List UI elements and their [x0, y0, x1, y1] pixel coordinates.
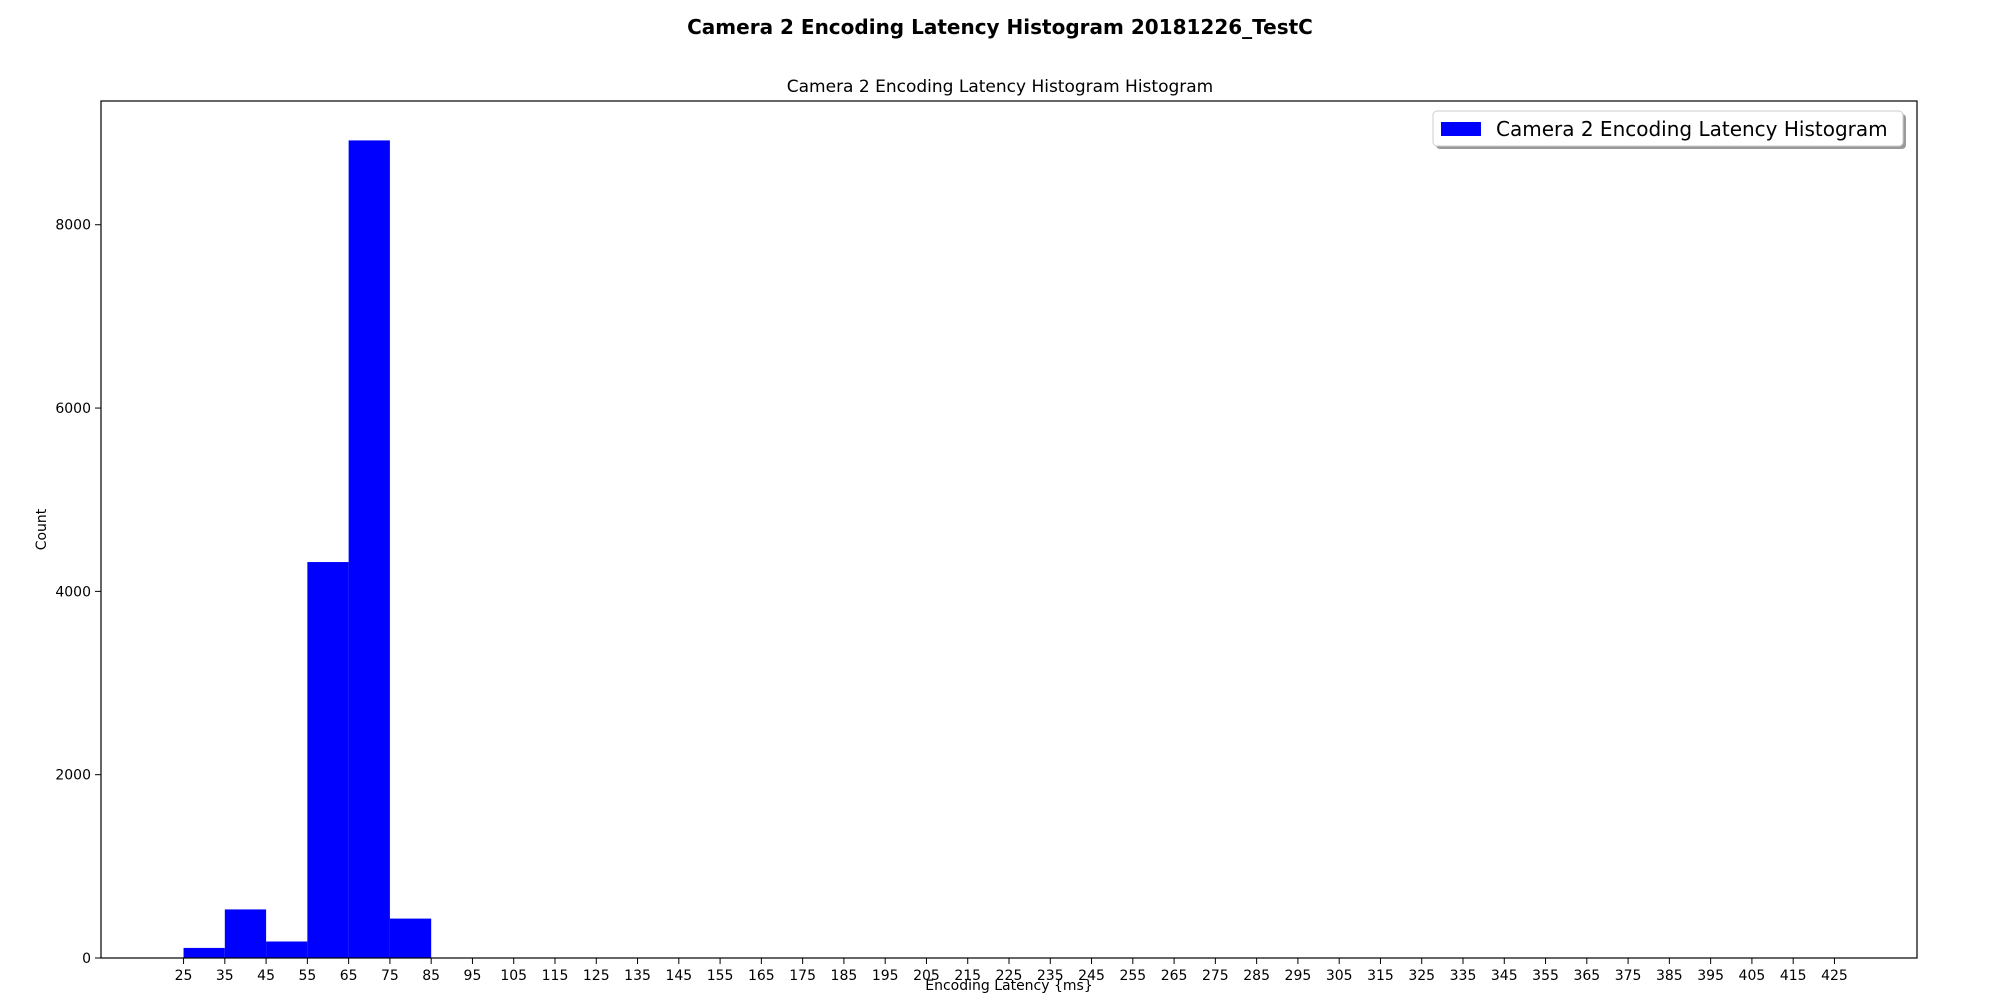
- x-tick-label: 205: [913, 968, 940, 984]
- histogram-bar: [348, 140, 390, 958]
- x-tick-label: 395: [1697, 968, 1724, 984]
- x-tick-label: 275: [1202, 968, 1229, 984]
- x-tick-label: 225: [996, 968, 1023, 984]
- x-tick-label: 55: [298, 968, 316, 984]
- histogram-bar: [224, 909, 267, 958]
- x-tick-label: 285: [1243, 968, 1270, 984]
- x-axis: 25 35 45 55 65 75 85 95 105 115 125 135 145 155 165 175…: [175, 958, 1848, 984]
- legend-swatch: [1441, 122, 1481, 136]
- x-tick-label: 335: [1450, 968, 1477, 984]
- y-tick-label: 2000: [55, 768, 91, 784]
- axes-title: Camera 2 Encoding Latency Histogram Hist…: [787, 77, 1213, 97]
- y-axis-label: Count: [34, 508, 50, 550]
- x-tick-label: 95: [464, 968, 482, 984]
- x-tick-label: 45: [257, 968, 275, 984]
- x-tick-label: 345: [1491, 968, 1518, 984]
- bars-group: [183, 140, 432, 958]
- x-tick-label: 425: [1821, 968, 1848, 984]
- x-tick-label: 325: [1408, 968, 1435, 984]
- y-axis: 0 2000 4000 6000 8000: [55, 218, 101, 967]
- x-tick-label: 195: [872, 968, 899, 984]
- y-tick-label: 0: [82, 951, 91, 967]
- y-tick-label: 6000: [55, 401, 91, 417]
- legend-label: Camera 2 Encoding Latency Histogram: [1496, 117, 1888, 141]
- legend-box: [1432, 110, 1904, 147]
- histogram-bar: [389, 918, 432, 958]
- x-tick-label: 165: [748, 968, 775, 984]
- x-tick-label: 145: [665, 968, 692, 984]
- x-tick-label: 365: [1573, 968, 1600, 984]
- x-tick-label: 105: [500, 968, 527, 984]
- x-tick-label: 155: [707, 968, 734, 984]
- x-tick-label: 75: [381, 968, 399, 984]
- x-tick-label: 305: [1326, 968, 1353, 984]
- x-tick-label: 85: [422, 968, 440, 984]
- x-tick-label: 315: [1367, 968, 1394, 984]
- histogram-bar: [307, 562, 349, 958]
- histogram-bar: [183, 947, 225, 958]
- x-tick-label: 125: [583, 968, 610, 984]
- x-tick-label: 405: [1739, 968, 1766, 984]
- x-tick-label: 65: [340, 968, 358, 984]
- y-tick-label: 8000: [55, 218, 91, 234]
- x-tick-label: 385: [1656, 968, 1683, 984]
- x-tick-label: 175: [789, 968, 816, 984]
- x-tick-label: 25: [175, 968, 193, 984]
- histogram-bar: [266, 941, 308, 958]
- x-tick-label: 115: [542, 968, 569, 984]
- x-tick-label: 185: [831, 968, 858, 984]
- x-tick-label: 35: [216, 968, 234, 984]
- figure-title: Camera 2 Encoding Latency Histogram 2018…: [687, 15, 1313, 39]
- x-tick-label: 215: [954, 968, 981, 984]
- x-tick-label: 135: [624, 968, 651, 984]
- x-tick-label: 265: [1161, 968, 1188, 984]
- x-axis-label: Encoding Latency {ms}: [925, 978, 1093, 994]
- x-tick-label: 245: [1078, 968, 1105, 984]
- x-tick-label: 235: [1037, 968, 1064, 984]
- x-tick-label: 255: [1119, 968, 1146, 984]
- y-tick-label: 4000: [55, 584, 91, 600]
- x-tick-label: 375: [1615, 968, 1642, 984]
- legend: Camera 2 Encoding Latency Histogram: [1432, 110, 1906, 149]
- x-tick-label: 415: [1780, 968, 1807, 984]
- x-tick-label: 295: [1285, 968, 1312, 984]
- x-tick-label: 355: [1532, 968, 1559, 984]
